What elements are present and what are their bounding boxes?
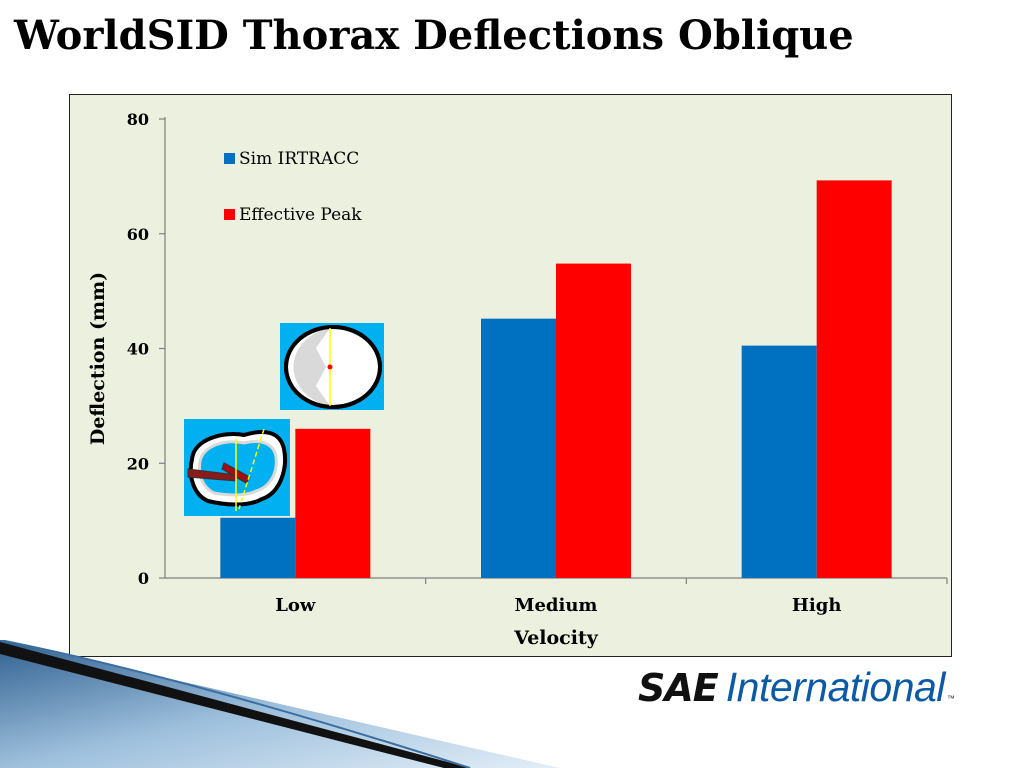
legend-label: Effective Peak xyxy=(239,205,362,225)
y-tick-label: 20 xyxy=(127,454,149,473)
sae-international-logo: SAE International ™ xyxy=(638,664,955,714)
sae-logo-mark: SAE xyxy=(638,666,719,710)
legend-swatch xyxy=(224,209,235,220)
chart-bars xyxy=(220,180,892,579)
sae-logo-trademark: ™ xyxy=(946,694,955,703)
legend-label: Sim IRTRACC xyxy=(239,149,359,169)
y-tick-label: 40 xyxy=(127,340,149,359)
slide-title: WorldSID Thorax Deflections Oblique xyxy=(14,12,854,59)
bar-effective-peak-medium xyxy=(556,263,631,578)
y-axis-title: Deflection (mm) xyxy=(87,272,109,445)
y-tick-label: 60 xyxy=(127,225,149,244)
sae-logo-word: International xyxy=(725,664,946,710)
legend-swatch xyxy=(224,153,235,164)
y-tick-label: 0 xyxy=(138,569,149,588)
thorax-deformed-diagram xyxy=(184,419,290,516)
x-tick-label: Medium xyxy=(515,595,598,616)
thorax-cross-section-diagram xyxy=(280,323,384,410)
x-tick-label: Low xyxy=(275,595,316,616)
thorax-deformed-icon xyxy=(187,428,287,511)
bar-chart: 0 20 40 60 80 Low Medium High Velocity Deflection… xyxy=(87,110,948,649)
x-tick-label: High xyxy=(792,595,842,616)
x-axis-title: Velocity xyxy=(513,627,599,649)
bar-effective-peak-high xyxy=(816,180,892,579)
thorax-diagram-icon xyxy=(284,325,382,409)
bar-sim-irtracc-medium xyxy=(481,318,556,578)
chart-labels: 0 20 40 60 80 Low Medium High Velocity Deflection… xyxy=(87,110,841,649)
corner-wedge-decoration xyxy=(0,640,560,768)
bar-sim-irtracc-high xyxy=(741,345,817,578)
y-tick-label: 80 xyxy=(127,110,149,129)
bar-effective-peak-low xyxy=(295,428,371,578)
bar-sim-irtracc-low xyxy=(220,517,296,578)
chart-legend: Sim IRTRACC Effective Peak xyxy=(224,149,362,225)
